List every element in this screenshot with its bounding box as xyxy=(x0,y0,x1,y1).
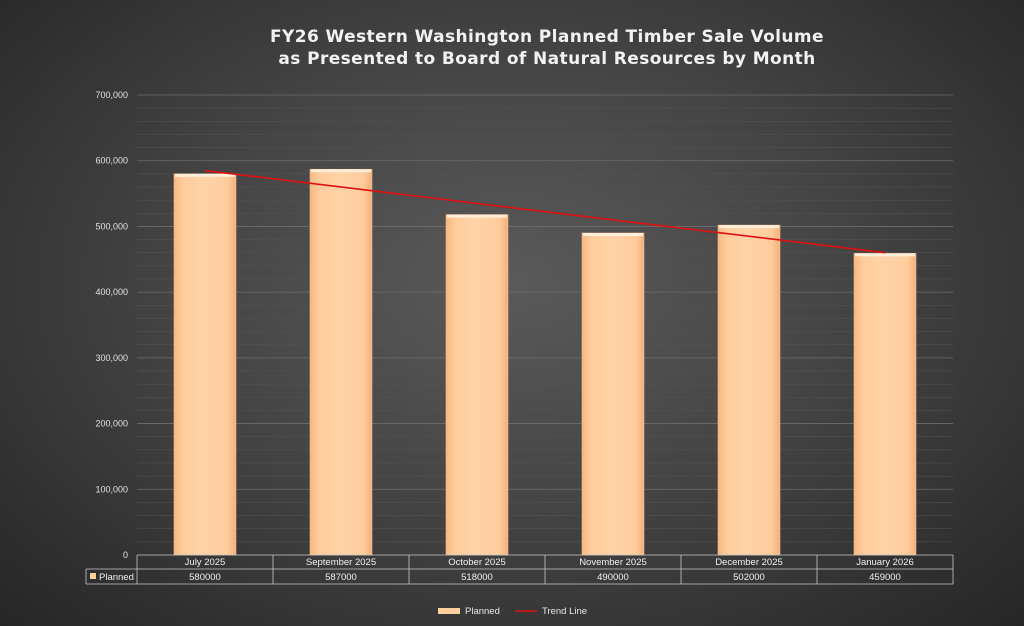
bar xyxy=(309,168,373,556)
category-label: November 2025 xyxy=(579,557,647,568)
table-value: 459000 xyxy=(869,572,901,583)
table-value: 502000 xyxy=(733,572,765,583)
bar-highlight xyxy=(311,169,371,173)
bar xyxy=(173,173,237,556)
table-value: 580000 xyxy=(189,572,221,583)
bar-highlight xyxy=(855,253,915,257)
trend-layer xyxy=(204,169,886,254)
legend-label-planned: Planned xyxy=(465,606,500,617)
chart-title: FY26 Western Washington Planned Timber S… xyxy=(270,27,824,47)
bar xyxy=(445,214,509,556)
y-tick-label: 200,000 xyxy=(95,419,128,429)
category-label: December 2025 xyxy=(715,557,783,568)
y-tick-label: 100,000 xyxy=(95,484,128,494)
bar-highlight xyxy=(175,173,235,177)
bar xyxy=(853,253,917,556)
trend-line xyxy=(204,169,886,254)
bar-highlight xyxy=(447,214,507,218)
bar xyxy=(581,232,645,556)
y-tick-label: 400,000 xyxy=(95,287,128,297)
table-row-swatch xyxy=(90,573,96,579)
legend-label-trend: Trend Line xyxy=(542,606,587,617)
category-label: July 2025 xyxy=(185,557,226,568)
table-value: 587000 xyxy=(325,572,357,583)
bar-highlight xyxy=(719,225,779,229)
legend-swatch-planned xyxy=(438,608,460,614)
gridlines xyxy=(137,94,953,543)
table-value: 518000 xyxy=(461,572,493,583)
bars xyxy=(173,168,917,556)
y-tick-label: 500,000 xyxy=(95,221,128,231)
y-axis: 0 100,000 200,000 300,000 400,000 500,000 600,… xyxy=(95,90,128,560)
category-label: September 2025 xyxy=(306,557,376,568)
table-row-label: Planned xyxy=(99,572,134,583)
y-tick-label: 700,000 xyxy=(95,90,128,100)
bar xyxy=(717,224,781,556)
bar-highlight xyxy=(583,233,643,236)
table-value: 490000 xyxy=(597,572,629,583)
y-tick-label: 300,000 xyxy=(95,353,128,363)
category-label: October 2025 xyxy=(448,557,506,568)
chart-subtitle: as Presented to Board of Natural Resourc… xyxy=(278,49,815,69)
y-tick-label: 600,000 xyxy=(95,156,128,166)
legend: Planned Trend Line xyxy=(438,606,587,617)
category-label: January 2026 xyxy=(856,557,914,568)
y-tick-label: 0 xyxy=(123,550,128,560)
data-table: July 2025 September 2025 October 2025 Novem… xyxy=(85,554,954,585)
